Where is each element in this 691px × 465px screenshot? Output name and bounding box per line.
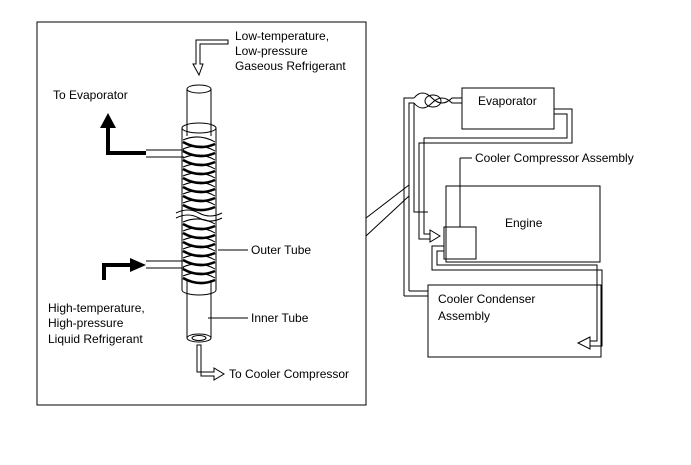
detail-panel-frame <box>36 21 367 406</box>
coil-turn-front <box>182 276 216 285</box>
coil-turn-back <box>182 181 216 188</box>
condenser-label-line-2: Assembly <box>438 309 490 323</box>
coil-turn-front <box>182 140 216 149</box>
outer-tube <box>181 122 217 296</box>
condenser-label-line-1: Cooler Condenser <box>438 292 535 306</box>
coil-turn-back <box>182 154 216 161</box>
coil-turn-back <box>182 190 216 197</box>
inner-tube-bottom <box>186 280 212 343</box>
coil-turn-back <box>182 199 216 206</box>
coil-turn-back <box>182 145 216 152</box>
engine-box <box>445 185 601 263</box>
coil-turn-back <box>182 163 216 170</box>
coil-turn-front <box>182 231 216 240</box>
refrigerant-piping <box>403 92 603 350</box>
coil-turn-front <box>182 222 216 231</box>
coil-turn-back <box>182 236 216 243</box>
callout-lines <box>365 184 410 237</box>
liquid-label-line-3: Liquid Refrigerant <box>48 332 143 346</box>
coil-turn-front <box>182 240 216 249</box>
coil-turn-back <box>182 218 216 225</box>
liquid-label-line-1: High-temperature, <box>48 301 145 315</box>
inner-tube-label: Inner Tube <box>251 311 309 325</box>
evaporator-label: Evaporator <box>478 94 537 108</box>
compressor-box <box>443 226 477 260</box>
coil-turn-back <box>182 272 216 279</box>
compressor-assembly-label: Cooler Compressor Assembly <box>475 151 634 165</box>
coil-turn-front <box>182 267 216 276</box>
condenser-box <box>427 284 602 358</box>
tube-break-mark <box>175 209 223 217</box>
inlet-label-line-3: Gaseous Refrigerant <box>235 59 346 73</box>
coil-turn-front <box>182 258 216 267</box>
coil-turn-front <box>182 249 216 258</box>
engine-label: Engine <box>505 216 543 230</box>
coil-turn-front <box>182 149 216 158</box>
inlet-label-line-1: Low-temperature, <box>235 29 329 43</box>
coil-turn-front <box>182 185 216 194</box>
to-evaporator-pipe <box>100 113 184 158</box>
coil-turn-back <box>182 245 216 252</box>
inner-tube-top <box>186 84 212 136</box>
coil-spiral <box>182 136 216 285</box>
coil-turn-back <box>182 136 216 143</box>
outer-tube-label: Outer Tube <box>251 243 311 257</box>
coil-turn-front <box>182 167 216 176</box>
to-evaporator-label: To Evaporator <box>53 88 128 102</box>
inlet-arrow-icon <box>192 39 229 77</box>
liquid-inlet-pipe <box>102 258 184 280</box>
coil-turn-front <box>182 158 216 167</box>
coil-turn-front <box>182 203 216 212</box>
coil-turn-back <box>182 263 216 270</box>
to-compressor-label: To Cooler Compressor <box>229 367 349 381</box>
liquid-label-line-2: High-pressure <box>48 316 124 330</box>
coil-turn-front <box>182 176 216 185</box>
inlet-label-line-2: Low-pressure <box>235 44 308 58</box>
coil-turn-back <box>182 172 216 179</box>
coil-turn-front <box>182 194 216 203</box>
coil-turn-back <box>182 227 216 234</box>
outlet-arrow-icon <box>196 344 225 381</box>
coil-turn-back <box>182 254 216 261</box>
